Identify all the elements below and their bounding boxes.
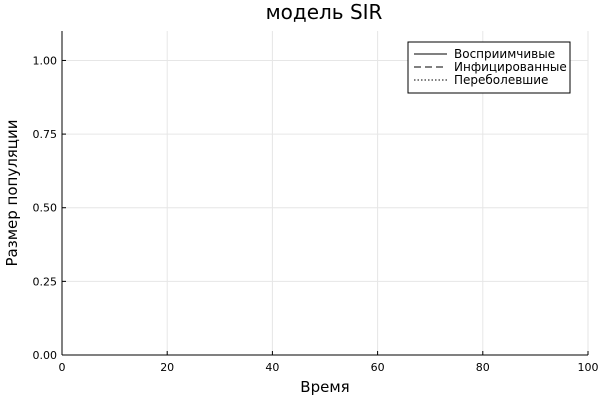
x-tick-label: 20 — [160, 361, 174, 374]
x-axis-ticks: 0 20 40 60 80 100 — [59, 351, 599, 374]
y-tick-label: 1.00 — [33, 54, 58, 67]
legend-entry-0: Восприимчивые — [454, 47, 555, 61]
chart-title: модель SIR — [266, 0, 383, 24]
x-tick-label: 60 — [371, 361, 385, 374]
x-tick-label: 40 — [265, 361, 279, 374]
y-tick-label: 0.50 — [33, 202, 58, 215]
legend-entry-2: Переболевшие — [454, 73, 548, 87]
legend-box — [407, 41, 571, 94]
legend-entry-1: Инфицированные — [454, 60, 567, 74]
y-tick-label: 0.75 — [33, 128, 58, 141]
x-axis-label: Время — [300, 378, 349, 396]
y-axis-label: Размер популяции — [3, 119, 21, 266]
x-tick-label: 0 — [59, 361, 66, 374]
y-axis-ticks: 0.00 0.25 0.50 0.75 1.00 — [33, 54, 66, 362]
x-tick-label: 80 — [476, 361, 490, 374]
y-tick-label: 0.00 — [33, 349, 58, 362]
y-tick-label: 0.25 — [33, 275, 58, 288]
x-tick-label: 100 — [578, 361, 599, 374]
